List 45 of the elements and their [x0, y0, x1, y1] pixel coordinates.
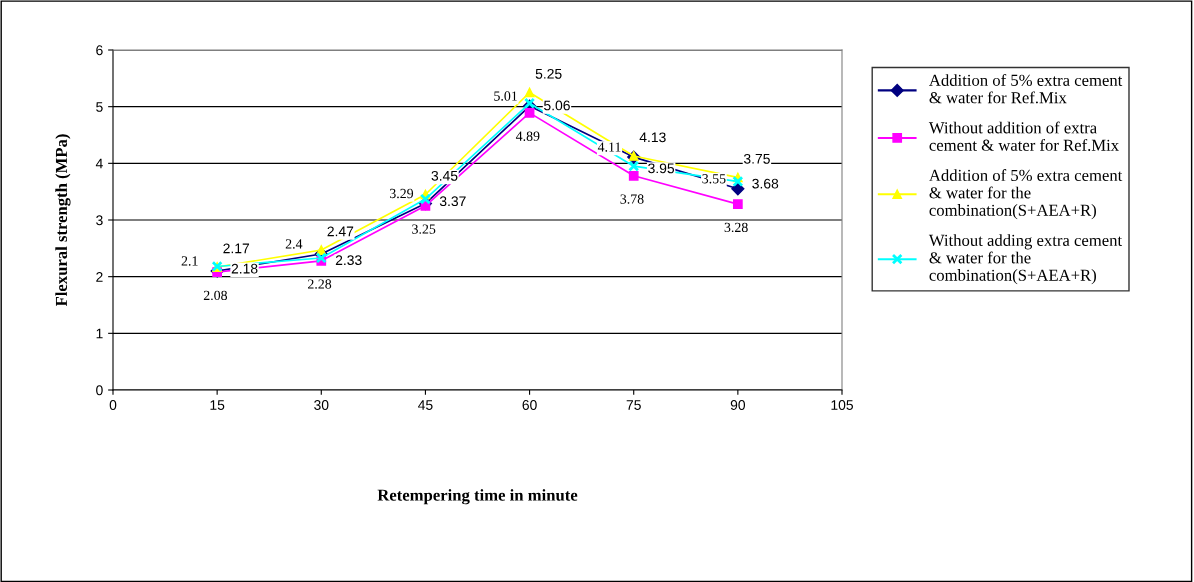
- x-tick-label: 60: [522, 400, 537, 410]
- x-tick-label: 45: [418, 400, 433, 410]
- data-label: 3.29: [389, 188, 414, 199]
- data-label: 2.33: [335, 255, 362, 266]
- data-label: 2.17: [223, 243, 250, 254]
- data-label: 3.55: [702, 174, 726, 184]
- data-label: 2.18: [231, 263, 258, 274]
- data-label: 4.89: [515, 131, 540, 141]
- x-tick-label: 105: [831, 400, 854, 410]
- y-tick-label: 5: [96, 102, 103, 112]
- y-tick-label: 6: [96, 45, 103, 56]
- x-tick-label: 75: [626, 400, 641, 410]
- x-tick-label: 30: [314, 400, 329, 410]
- data-label: 3.68: [752, 178, 779, 189]
- x-axis-title: Retempering time in minute: [377, 489, 578, 505]
- data-label: 3.28: [724, 222, 748, 233]
- y-tick-label: 3: [96, 215, 103, 226]
- legend-label: Addition of 5% extra cement & water for the combination(S+AEA+R): [929, 169, 1123, 220]
- data-label: 3.95: [648, 163, 675, 174]
- data-label: 2.4: [285, 239, 303, 249]
- y-axis-title: Flexural strength (MPa): [55, 134, 71, 307]
- data-label: 2.08: [203, 290, 228, 301]
- data-label: 4.11: [597, 142, 621, 152]
- data-label: 5.01: [494, 91, 517, 101]
- y-tick-label: 1: [96, 328, 103, 339]
- data-label: 5.06: [544, 100, 570, 111]
- y-tick-label: 2: [96, 272, 103, 282]
- data-label: 3.45: [431, 170, 458, 181]
- x-tick-label: 15: [210, 400, 225, 410]
- y-tick-label: 4: [95, 158, 103, 169]
- x-tick-label: 0: [109, 400, 117, 410]
- y-tick-label: 0: [96, 385, 103, 396]
- data-label: 5.25: [535, 68, 562, 79]
- data-label: 3.37: [439, 196, 466, 207]
- data-label: 3.78: [620, 194, 644, 204]
- x-tick-label: 90: [730, 400, 746, 410]
- legend-label: Without addition of extra cement & water for Ref.Mix: [928, 121, 1119, 151]
- data-label: 2.47: [327, 226, 354, 237]
- data-label: 2.28: [308, 279, 332, 289]
- data-label: 2.1: [181, 256, 198, 266]
- data-label: 4.13: [639, 132, 666, 143]
- legend-label: Addition of 5% extra cement & water for Ref.Mix: [929, 74, 1123, 104]
- legend-label: Without adding extra cement & water for the combination(S+AEA+R): [928, 234, 1123, 285]
- data-label: 3.75: [743, 153, 770, 164]
- data-label: 3.25: [412, 224, 436, 234]
